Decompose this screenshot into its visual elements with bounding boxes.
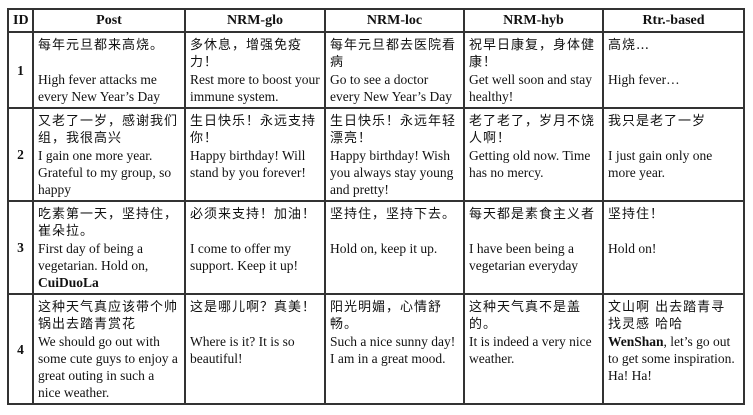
header-row: ID Post NRM-glo NRM-loc NRM-hyb Rtr.-based xyxy=(7,8,745,33)
table-row: 2 又老了一岁，感谢我们组，我很高兴 I gain one more year. G… xyxy=(7,107,745,202)
english-translation: Where is it? It is so beautiful! xyxy=(190,333,320,369)
column-header-id: ID xyxy=(7,8,34,33)
english-translation: Getting old now. Time has no mercy. xyxy=(469,147,598,183)
text-segment: We should go out with some cute guys to … xyxy=(38,334,178,400)
chinese-text: 高烧… xyxy=(608,38,651,53)
text-segment: High fever attacks me every New Year’s D… xyxy=(38,72,160,104)
text-segment: Getting old now. Time has no mercy. xyxy=(469,148,591,180)
text-segment: Rest more to boost your immune system. xyxy=(190,72,320,104)
text-segment: Such a nice sunny day! I am in a great m… xyxy=(330,334,456,366)
english-translation: I just gain only one more year. xyxy=(608,147,739,183)
text-segment: , let’s go out to get some inspiration. … xyxy=(608,334,735,383)
english-translation: It is indeed a very nice weather. xyxy=(469,333,598,369)
cell-nrm-hyb: 祝早日康复，身体健康！ Get well soon and stay health… xyxy=(463,31,604,109)
chinese-text: 这是哪儿啊？真美！ xyxy=(190,300,317,315)
chinese-text: 多休息，增强免疫力！ xyxy=(190,38,303,70)
english-translation: We should go out with some cute guys to … xyxy=(38,333,180,403)
chinese-text: 这种天气真应该带个帅锅出去踏青赏花 xyxy=(38,300,179,332)
english-translation: First day of being a vegetarian. Hold on… xyxy=(38,240,180,293)
table-row: 3 吃素第一天，坚持住，崔朵拉。 First day of being a vege… xyxy=(7,200,745,295)
bold-name: WenShan xyxy=(608,334,664,349)
cell-rtr-based: 坚持住！ Hold on! xyxy=(602,200,745,295)
text-segment: First day of being a vegetarian. Hold on… xyxy=(38,241,149,273)
cell-nrm-hyb: 每天都是素食主义者 I have been being a vegetarian … xyxy=(463,200,604,295)
chinese-text: 吃素第一天，坚持住，崔朵拉。 xyxy=(38,207,179,239)
row-id: 1 xyxy=(7,31,34,109)
cell-nrm-hyb: 这种天气真不是盖的。 It is indeed a very nice weath… xyxy=(463,293,604,405)
table-row: 1 每年元旦都来高烧。 High fever attacks me every Ne… xyxy=(7,31,745,109)
text-segment: I have been being a vegetarian everyday xyxy=(469,241,579,273)
english-translation: Get well soon and stay healthy! xyxy=(469,71,598,107)
chinese-text: 每年元旦都来高烧。 xyxy=(38,38,165,53)
chinese-text: 坚持住，坚持下去。 xyxy=(330,207,457,222)
cell-nrm-loc: 每年元旦都去医院看病 Go to see a doctor every New Y… xyxy=(324,31,465,109)
english-translation: WenShan, let’s go out to get some inspir… xyxy=(608,333,739,386)
table-row: 4 这种天气真应该带个帅锅出去踏青赏花 We should go out with … xyxy=(7,293,745,405)
text-segment: Get well soon and stay healthy! xyxy=(469,72,592,104)
cell-rtr-based: 我只是老了一岁 I just gain only one more year. xyxy=(602,107,745,202)
cell-post: 又老了一岁，感谢我们组，我很高兴 I gain one more year. Gr… xyxy=(32,107,186,202)
chinese-text: 这种天气真不是盖的。 xyxy=(469,300,582,332)
row-id: 3 xyxy=(7,200,34,295)
cell-post: 这种天气真应该带个帅锅出去踏青赏花 We should go out with s… xyxy=(32,293,186,405)
text-segment: Hold on, keep it up. xyxy=(330,241,438,256)
chinese-text: 坚持住！ xyxy=(608,207,665,222)
text-segment: High fever… xyxy=(608,72,680,87)
row-id: 2 xyxy=(7,107,34,202)
text-segment: It is indeed a very nice weather. xyxy=(469,334,592,366)
chinese-text: 生日快乐！永远支持你！ xyxy=(190,114,317,146)
column-header-rtr-based: Rtr.-based xyxy=(602,8,745,33)
text-segment: Go to see a doctor every New Year’s Day xyxy=(330,72,452,104)
cell-nrm-loc: 生日快乐！永远年轻漂亮！ Happy birthday! Wish you alw… xyxy=(324,107,465,202)
cell-post: 每年元旦都来高烧。 High fever attacks me every New… xyxy=(32,31,186,109)
chinese-text: 老了老了，岁月不饶人啊！ xyxy=(469,114,596,146)
text-segment: Where is it? It is so beautiful! xyxy=(190,334,295,366)
text-segment: I come to offer my support. Keep it up! xyxy=(190,241,298,273)
chinese-text: 我只是老了一岁 xyxy=(608,114,707,129)
chinese-text: 文山啊 出去踏青寻找灵感 哈哈 xyxy=(608,300,726,332)
cell-rtr-based: 高烧… High fever… xyxy=(602,31,745,109)
bold-name: CuiDuoLa xyxy=(38,275,99,290)
cell-nrm-glo: 多休息，增强免疫力！ Rest more to boost your immune… xyxy=(184,31,326,109)
english-translation: Go to see a doctor every New Year’s Day xyxy=(330,71,459,107)
cell-nrm-glo: 生日快乐！永远支持你！ Happy birthday! Will stand by… xyxy=(184,107,326,202)
chinese-text: 祝早日康复，身体健康！ xyxy=(469,38,596,70)
text-segment: I just gain only one more year. xyxy=(608,148,713,180)
chinese-text: 必须来支持！加油！ xyxy=(190,207,317,222)
chinese-text: 每年元旦都去医院看病 xyxy=(330,38,457,70)
english-translation: High fever… xyxy=(608,71,739,90)
column-header-nrm-glo: NRM-glo xyxy=(184,8,326,33)
english-translation: High fever attacks me every New Year’s D… xyxy=(38,71,180,107)
cell-nrm-loc: 坚持住，坚持下去。 Hold on, keep it up. xyxy=(324,200,465,295)
cell-post: 吃素第一天，坚持住，崔朵拉。 First day of being a veget… xyxy=(32,200,186,295)
cell-nrm-glo: 必须来支持！加油！ I come to offer my support. Kee… xyxy=(184,200,326,295)
text-segment: Happy birthday! Will stand by you foreve… xyxy=(190,148,306,180)
table-body: 1 每年元旦都来高烧。 High fever attacks me every Ne… xyxy=(7,31,745,405)
chinese-text: 阳光明媚，心情舒畅。 xyxy=(330,300,443,332)
english-translation: Hold on! xyxy=(608,240,739,259)
english-translation: I come to offer my support. Keep it up! xyxy=(190,240,320,276)
english-translation: Happy birthday! Will stand by you foreve… xyxy=(190,147,320,183)
chinese-text: 又老了一岁，感谢我们组，我很高兴 xyxy=(38,114,179,146)
cell-rtr-based: 文山啊 出去踏青寻找灵感 哈哈 WenShan, let’s go out to … xyxy=(602,293,745,405)
cell-nrm-loc: 阳光明媚，心情舒畅。 Such a nice sunny day! I am in… xyxy=(324,293,465,405)
english-translation: I gain one more year. Grateful to my gro… xyxy=(38,147,180,200)
row-id: 4 xyxy=(7,293,34,405)
column-header-post: Post xyxy=(32,8,186,33)
column-header-nrm-hyb: NRM-hyb xyxy=(463,8,604,33)
text-segment: Hold on! xyxy=(608,241,657,256)
chinese-text: 每天都是素食主义者 xyxy=(469,207,596,222)
english-translation: Happy birthday! Wish you always stay you… xyxy=(330,147,459,200)
column-header-nrm-loc: NRM-loc xyxy=(324,8,465,33)
cell-nrm-hyb: 老了老了，岁月不饶人啊！ Getting old now. Time has no… xyxy=(463,107,604,202)
text-segment: I gain one more year. Grateful to my gro… xyxy=(38,148,172,197)
english-translation: I have been being a vegetarian everyday xyxy=(469,240,598,276)
cell-nrm-glo: 这是哪儿啊？真美！ Where is it? It is so beautiful… xyxy=(184,293,326,405)
english-translation: Such a nice sunny day! I am in a great m… xyxy=(330,333,459,369)
english-translation: Rest more to boost your immune system. xyxy=(190,71,320,107)
english-translation: Hold on, keep it up. xyxy=(330,240,459,259)
chinese-text: 生日快乐！永远年轻漂亮！ xyxy=(330,114,457,146)
text-segment: Happy birthday! Wish you always stay you… xyxy=(330,148,454,197)
